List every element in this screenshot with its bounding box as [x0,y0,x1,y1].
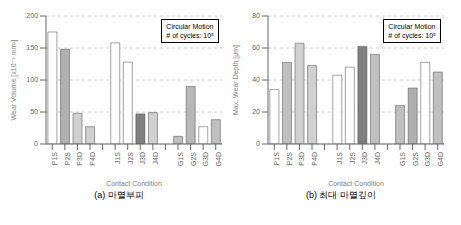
svg-text:G1S: G1S [177,152,184,166]
svg-text:P2S: P2S [64,152,71,166]
svg-text:J1S: J1S [114,152,121,164]
svg-text:J3D: J3D [139,152,146,164]
svg-text:200: 200 [26,12,38,19]
html-text:(a) 마멸부피: (a) 마멸부피 [94,190,144,200]
html-text:Circular Motion: Circular Motion [388,23,436,30]
svg-text:20: 20 [252,108,260,115]
svg-text:40: 40 [252,76,260,83]
svg-text:100: 100 [26,76,38,83]
svg-text:Contact Condition: Contact Condition [106,180,162,187]
svg-text:G3D: G3D [202,152,209,166]
svg-text:P2S: P2S [286,152,293,166]
svg-text:G3D: G3D [424,152,431,166]
svg-text:Wear Volume [x10⁻³ mm³]: Wear Volume [x10⁻³ mm³] [10,39,18,120]
svg-text:J2S: J2S [127,152,134,164]
svg-text:J3D: J3D [361,152,368,164]
svg-text:P1S: P1S [51,152,58,166]
html-text:(b) 최대 마멸깊이: (b) 최대 마멸깊이 [306,190,376,200]
svg-text:P3D: P3D [298,152,305,166]
svg-text:0: 0 [34,140,38,147]
svg-text:J2S: J2S [349,152,356,164]
svg-text:J4D: J4D [374,152,381,164]
svg-text:P4D: P4D [89,152,96,166]
svg-text:J1S: J1S [336,152,343,164]
svg-text:80: 80 [252,12,260,19]
svg-text:G1S: G1S [399,152,406,166]
svg-text:150: 150 [26,44,38,51]
svg-text:P3D: P3D [76,152,83,166]
html-text:Circular Motion: Circular Motion [166,23,214,30]
svg-text:G2S: G2S [190,152,197,166]
svg-text:P4D: P4D [311,152,318,166]
html-text:# of cycles: 10⁵: # of cycles: 10⁵ [166,32,214,39]
svg-text:0: 0 [256,140,260,147]
svg-text:G4D: G4D [215,152,222,166]
svg-text:Contact Condition: Contact Condition [328,180,384,187]
svg-text:Max. Wear Depth [μm]: Max. Wear Depth [μm] [232,45,240,115]
svg-text:50: 50 [30,108,38,115]
svg-text:P1S: P1S [273,152,280,166]
html-text:# of cycles: 10⁵: # of cycles: 10⁵ [388,32,436,39]
svg-text:J4D: J4D [152,152,159,164]
svg-text:60: 60 [252,44,260,51]
svg-text:G4D: G4D [437,152,444,166]
svg-text:G2S: G2S [412,152,419,166]
